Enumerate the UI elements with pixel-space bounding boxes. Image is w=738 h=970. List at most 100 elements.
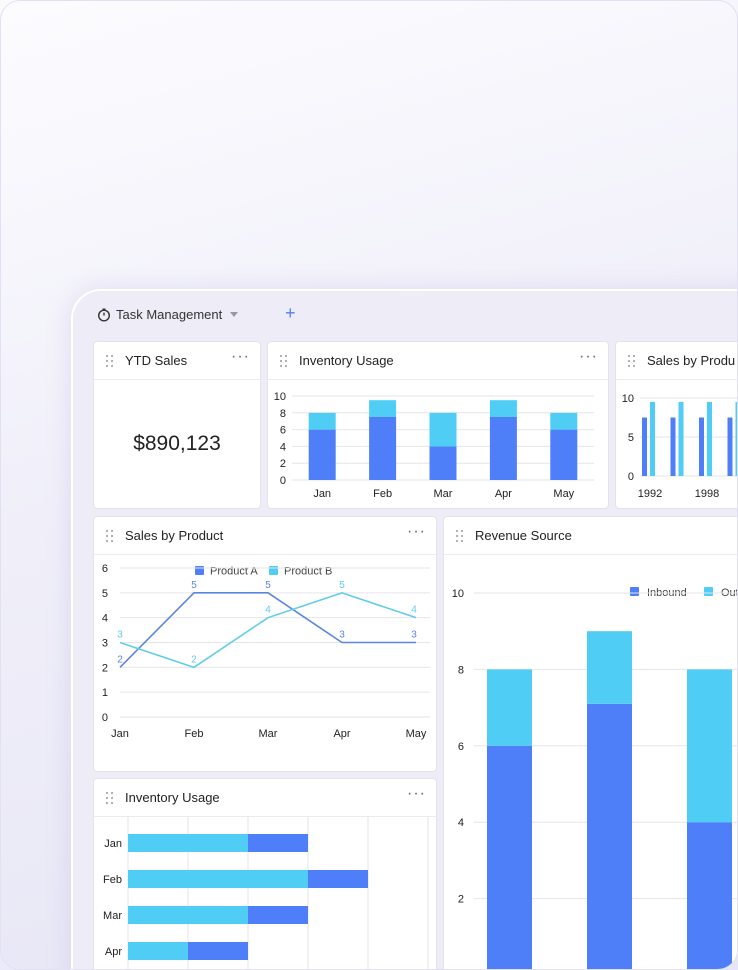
bar xyxy=(308,429,336,480)
y-tick-label: 2 xyxy=(102,662,108,674)
add-tab-button[interactable]: + xyxy=(285,303,296,323)
bar xyxy=(487,669,532,746)
bar xyxy=(487,745,532,969)
chevron-down-icon[interactable] xyxy=(230,312,239,317)
bar xyxy=(188,942,248,960)
card-header: Inventory Usage ··· xyxy=(94,779,436,817)
x-tick-label: Mar xyxy=(259,728,278,740)
bar xyxy=(248,834,308,852)
y-tick-label: 0 xyxy=(280,475,286,487)
timer-icon xyxy=(97,308,111,322)
more-options-icon[interactable]: ··· xyxy=(579,348,598,365)
bar xyxy=(128,834,248,852)
more-options-icon[interactable]: ··· xyxy=(407,785,426,802)
data-label: 4 xyxy=(265,605,271,616)
drag-handle-icon[interactable] xyxy=(106,792,114,804)
legend-swatch xyxy=(704,587,713,596)
bar xyxy=(369,400,397,417)
bar xyxy=(727,417,733,476)
data-label: 3 xyxy=(117,630,123,641)
x-tick-label: Jan xyxy=(111,728,129,740)
ytd-sales-card: YTD Sales ··· $890,123 xyxy=(93,341,261,509)
y-tick-label: 5 xyxy=(628,432,634,444)
bar xyxy=(128,942,188,960)
y-tick-label: 8 xyxy=(280,408,286,420)
card-header: Sales by Product ··· xyxy=(94,517,436,555)
y-tick-label: 8 xyxy=(458,664,464,676)
bar xyxy=(699,417,704,476)
x-tick-label: May xyxy=(406,728,427,740)
x-tick-label: Apr xyxy=(495,488,512,500)
y-tick-label: Mar xyxy=(103,910,122,922)
card-header: Sales by Produ xyxy=(616,342,737,380)
drag-handle-icon[interactable] xyxy=(106,530,114,542)
inventory-usage-chart: 0 2 4 6 8 10 Jan Feb Mar Apr May xyxy=(274,391,594,500)
y-tick-label: Feb xyxy=(103,874,122,886)
data-label: 5 xyxy=(191,580,197,591)
more-options-icon[interactable]: ··· xyxy=(407,523,426,540)
ytd-sales-value: $890,123 xyxy=(133,432,221,455)
y-tick-label: 4 xyxy=(458,817,464,829)
y-tick-label: 0 xyxy=(102,712,108,724)
sales-by-product-card: Sales by Product ··· Product A Product B 0… xyxy=(93,516,437,772)
y-tick-label: 5 xyxy=(102,588,108,600)
y-tick-label: 0 xyxy=(628,471,634,483)
bar xyxy=(687,669,732,823)
bar xyxy=(687,822,732,969)
y-tick-label: 6 xyxy=(458,741,464,753)
bar xyxy=(587,631,632,704)
card-header: YTD Sales ··· xyxy=(94,342,260,380)
series-line xyxy=(119,591,417,669)
card-title: Revenue Source xyxy=(475,528,572,543)
bar xyxy=(707,401,712,476)
drag-handle-icon[interactable] xyxy=(280,355,288,367)
dashboard-window: Task Management + YTD Sales ··· $890,123… xyxy=(71,289,737,969)
y-tick-label: 4 xyxy=(102,613,108,625)
bar xyxy=(678,401,684,476)
data-label: 3 xyxy=(411,630,417,641)
sales-by-product-card-right: Sales by Produ 0510199219982 xyxy=(615,341,737,509)
y-tick-label: 6 xyxy=(280,425,286,437)
bar xyxy=(489,417,517,480)
bar xyxy=(308,412,336,430)
card-header: Revenue Source xyxy=(444,517,737,555)
bar xyxy=(429,412,457,447)
card-title: YTD Sales xyxy=(125,353,188,368)
legend-swatch xyxy=(630,587,639,596)
bar xyxy=(308,870,368,888)
legend-swatch xyxy=(195,566,204,575)
sales-by-product-bar-chart: 0510199219982 xyxy=(622,393,737,500)
data-label: 4 xyxy=(411,605,417,616)
bar xyxy=(369,417,397,480)
y-tick-label: 2 xyxy=(280,458,286,470)
drag-handle-icon[interactable] xyxy=(628,355,636,367)
bar xyxy=(650,401,655,476)
x-tick-label: Jan xyxy=(313,488,331,500)
x-tick-label: Feb xyxy=(373,488,392,500)
x-tick-label: May xyxy=(553,488,574,500)
inventory-usage-card-bottom: Inventory Usage ··· Jan Feb Mar Apr xyxy=(93,778,437,969)
bar xyxy=(642,417,647,476)
bar xyxy=(735,401,737,476)
bar xyxy=(550,429,578,480)
tab-bar: Task Management + xyxy=(73,291,737,341)
inventory-usage-horizontal-chart: Jan Feb Mar Apr xyxy=(103,817,429,969)
card-title: Inventory Usage xyxy=(125,790,220,805)
bar xyxy=(550,412,578,430)
y-tick-label: 10 xyxy=(452,588,464,600)
y-tick-label: Jan xyxy=(104,838,122,850)
card-title: Inventory Usage xyxy=(299,353,394,368)
drag-handle-icon[interactable] xyxy=(456,530,464,542)
card-header: Inventory Usage ··· xyxy=(268,342,608,380)
data-label: 2 xyxy=(117,654,123,665)
bar xyxy=(248,906,308,924)
more-options-icon[interactable]: ··· xyxy=(231,348,250,365)
x-tick-label: 1998 xyxy=(695,488,719,500)
y-tick-label: 2 xyxy=(458,894,464,906)
drag-handle-icon[interactable] xyxy=(106,355,114,367)
data-label: 3 xyxy=(339,630,345,641)
tab-task-management[interactable]: Task Management xyxy=(97,307,239,322)
